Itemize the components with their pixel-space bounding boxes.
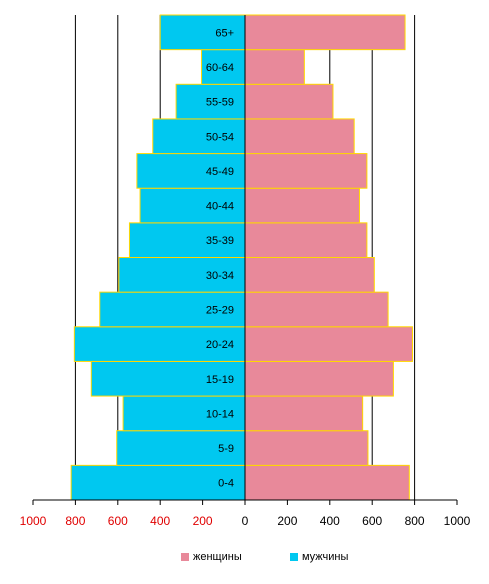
legend-label-male: мужчины <box>302 551 349 563</box>
x-tick-label: 200 <box>277 514 297 528</box>
category-label: 55-59 <box>206 97 234 109</box>
bar-female <box>244 49 305 85</box>
category-label: 25-29 <box>206 304 234 316</box>
category-label: 35-39 <box>206 235 234 247</box>
category-label: 40-44 <box>206 201 234 213</box>
bar-male <box>99 291 246 328</box>
bar-female <box>244 360 394 397</box>
bar-female <box>244 395 364 432</box>
x-tick-label: 200 <box>193 514 213 528</box>
bar-male <box>139 187 246 224</box>
category-label: 5-9 <box>218 443 234 455</box>
x-tick-label: 400 <box>320 514 340 528</box>
bar-female <box>244 83 334 120</box>
legend: женщины мужчины <box>0 551 489 569</box>
category-label: 10-14 <box>206 408 234 420</box>
category-label: 45-49 <box>206 166 234 178</box>
category-label: 65+ <box>215 27 234 39</box>
legend-item-female: женщины <box>181 551 242 563</box>
bar-female <box>244 118 355 155</box>
category-label: 50-54 <box>206 131 234 143</box>
bar-female <box>244 326 413 362</box>
bar-male <box>136 153 246 189</box>
bar-female <box>244 257 375 293</box>
bar-female <box>244 14 406 51</box>
bar-female <box>244 222 368 259</box>
x-tick-label: 1000 <box>444 514 471 528</box>
x-tick-label: 400 <box>150 514 170 528</box>
bar-male <box>90 360 246 397</box>
bar-male <box>116 430 246 466</box>
x-tick-label: 800 <box>405 514 425 528</box>
bar-male <box>128 222 246 259</box>
bar-female <box>244 464 410 501</box>
category-label: 15-19 <box>206 374 234 386</box>
category-label: 0-4 <box>218 478 234 490</box>
category-label: 30-34 <box>206 270 234 282</box>
bar-male <box>73 326 246 362</box>
x-tick-label: 0 <box>242 514 249 528</box>
legend-item-male: мужчины <box>290 551 348 563</box>
legend-swatch-female <box>181 553 189 561</box>
legend-swatch-male <box>290 553 298 561</box>
category-label: 20-24 <box>206 339 234 351</box>
legend-label-female: женщины <box>193 551 242 563</box>
bar-female <box>244 291 389 328</box>
category-label: 60-64 <box>206 62 234 74</box>
x-tick-label: 1000 <box>20 514 47 528</box>
bar-female <box>244 153 368 189</box>
x-tick-label: 600 <box>362 514 382 528</box>
x-tick-label: 800 <box>65 514 85 528</box>
bar-female <box>244 430 369 466</box>
bar-female <box>244 187 360 224</box>
x-tick-label: 600 <box>108 514 128 528</box>
